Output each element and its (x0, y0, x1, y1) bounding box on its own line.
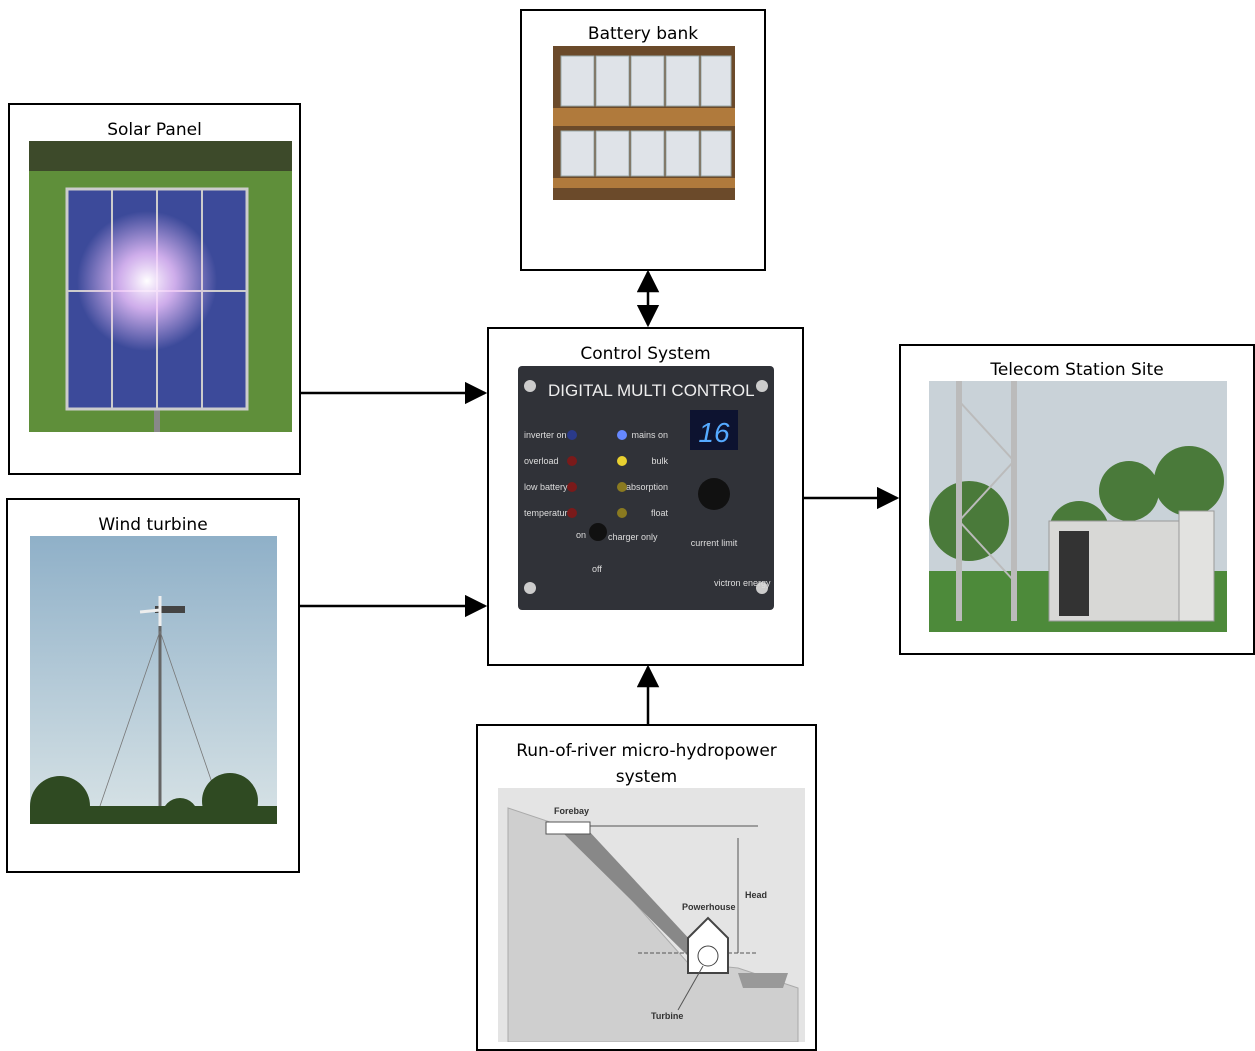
panel-text: mains on (631, 430, 668, 440)
wind-image (30, 536, 277, 824)
diagram-label: Turbine (651, 1011, 683, 1021)
page: Battery bank Solar Panel Wind turbine Co… (0, 0, 1255, 1051)
diagram-label: Powerhouse (682, 902, 736, 912)
panel-text: inverter on (524, 430, 567, 440)
panel-text: low battery (524, 482, 568, 492)
panel-text: victron energy (714, 578, 771, 588)
node-label: Telecom Station Site (901, 357, 1253, 383)
node-label: Battery bank (522, 21, 764, 47)
node-box: Control System DIGITAL MULTI CONTROL 16 … (487, 327, 804, 666)
node-label: Run-of-river micro-hydropower system (498, 738, 795, 790)
control-panel-image: DIGITAL MULTI CONTROL 16 inverter on ove… (518, 366, 774, 610)
panel-text: charger only (608, 532, 658, 542)
diagram-label: Forebay (554, 806, 589, 816)
battery-image (553, 46, 735, 200)
hydro-image: Forebay Head Powerhouse Turbine (498, 788, 805, 1042)
panel-text: float (651, 508, 669, 518)
panel-text: overload (524, 456, 559, 466)
node-box: Wind turbine (6, 498, 300, 873)
node-box: Battery bank (520, 9, 766, 271)
panel-text: off (592, 564, 602, 574)
panel-text: temperature (524, 508, 573, 518)
panel-text: on (576, 530, 586, 540)
node-box: Run-of-river micro-hydropower system For… (476, 724, 817, 1051)
solar-image (29, 141, 292, 432)
node-box: Telecom Station Site (899, 344, 1255, 655)
diagram-label: Head (745, 890, 767, 900)
panel-text: DIGITAL MULTI CONTROL (548, 381, 755, 400)
panel-text: current limit (691, 538, 738, 548)
node-label: Solar Panel (10, 117, 299, 143)
node-label: Control System (489, 341, 802, 367)
node-box: Solar Panel (8, 103, 301, 475)
telecom-image (929, 381, 1227, 632)
panel-display: 16 (698, 417, 730, 448)
panel-text: bulk (651, 456, 668, 466)
node-label: Wind turbine (8, 512, 298, 538)
panel-text: absorption (626, 482, 668, 492)
